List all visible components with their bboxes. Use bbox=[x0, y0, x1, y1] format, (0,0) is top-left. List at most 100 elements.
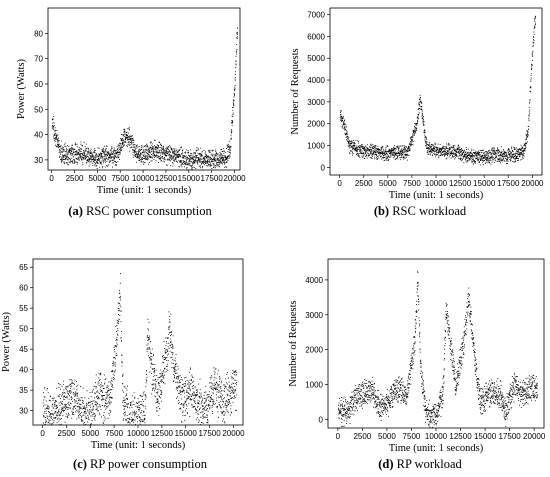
scatter-point bbox=[212, 158, 214, 160]
scatter-point bbox=[464, 159, 466, 161]
scatter-point bbox=[95, 162, 97, 164]
scatter-point bbox=[430, 144, 432, 146]
scatter-point bbox=[223, 160, 225, 162]
scatter-point bbox=[120, 140, 122, 141]
scatter-point bbox=[479, 161, 480, 163]
scatter-point bbox=[507, 152, 509, 154]
scatter-point bbox=[152, 384, 154, 386]
scatter-point bbox=[156, 154, 157, 156]
scatter-point bbox=[144, 415, 146, 417]
scatter-point bbox=[461, 149, 463, 151]
scatter-point bbox=[383, 153, 385, 154]
scatter-point bbox=[345, 139, 347, 141]
scatter-point bbox=[467, 160, 469, 162]
scatter-point bbox=[425, 141, 427, 143]
scatter-point bbox=[167, 328, 169, 330]
scatter-point bbox=[190, 157, 192, 159]
scatter-point bbox=[527, 131, 529, 133]
scatter-point bbox=[482, 162, 484, 164]
scatter-point bbox=[63, 156, 65, 158]
scatter-point bbox=[121, 144, 123, 145]
scatter-point bbox=[440, 147, 442, 149]
scatter-point bbox=[174, 376, 175, 378]
scatter-point bbox=[417, 116, 419, 118]
scatter-point bbox=[132, 412, 134, 414]
scatter-point bbox=[54, 402, 55, 404]
scatter-point bbox=[80, 386, 81, 387]
scatter-point bbox=[66, 156, 68, 158]
scatter-point bbox=[129, 138, 131, 140]
scatter-point bbox=[186, 380, 188, 382]
scatter-point bbox=[63, 392, 65, 393]
scatter-point bbox=[75, 392, 77, 394]
scatter-point bbox=[359, 156, 361, 158]
scatter-point bbox=[152, 389, 153, 391]
scatter-point bbox=[177, 386, 179, 388]
scatter-point bbox=[171, 351, 173, 353]
scatter-point bbox=[82, 153, 83, 155]
scatter-point bbox=[376, 153, 378, 155]
scatter-point bbox=[228, 140, 230, 142]
scatter-point bbox=[129, 417, 130, 419]
scatter-point bbox=[455, 153, 456, 155]
scatter-point bbox=[168, 154, 170, 156]
scatter-point bbox=[92, 158, 94, 160]
scatter-point bbox=[532, 45, 534, 47]
scatter-point bbox=[152, 387, 154, 389]
scatter-point bbox=[216, 165, 218, 167]
scatter-point bbox=[465, 154, 466, 156]
scatter-point bbox=[380, 155, 382, 157]
scatter-point bbox=[156, 152, 157, 154]
scatter-point bbox=[408, 146, 410, 148]
scatter-point bbox=[63, 410, 64, 412]
scatter-point bbox=[149, 357, 151, 359]
scatter-point bbox=[487, 159, 489, 161]
scatter-point bbox=[67, 145, 69, 147]
scatter-point bbox=[107, 153, 109, 155]
scatter-point bbox=[59, 146, 61, 148]
scatter-point bbox=[454, 153, 456, 155]
scatter-point bbox=[51, 423, 52, 425]
scatter-point bbox=[115, 164, 117, 165]
scatter-point bbox=[171, 356, 173, 358]
scatter-point bbox=[94, 392, 95, 394]
scatter-point bbox=[162, 377, 164, 378]
scatter-point bbox=[113, 357, 115, 359]
scatter-point bbox=[148, 149, 150, 151]
scatter-point bbox=[94, 164, 96, 166]
scatter-point bbox=[530, 75, 532, 76]
scatter-point bbox=[488, 160, 490, 162]
scatter-point bbox=[349, 152, 350, 154]
scatter-point bbox=[140, 395, 142, 397]
scatter-point bbox=[401, 151, 403, 153]
scatter-point bbox=[391, 151, 393, 153]
scatter-point bbox=[73, 160, 75, 162]
scatter-point bbox=[344, 120, 345, 122]
scatter-point bbox=[354, 149, 355, 151]
scatter-point bbox=[353, 146, 355, 148]
scatter-point bbox=[419, 98, 421, 100]
x-tick-label: 0 bbox=[337, 179, 342, 188]
scatter-point bbox=[141, 157, 143, 159]
scatter-point bbox=[173, 150, 175, 151]
scatter-point bbox=[395, 154, 397, 156]
scatter-point bbox=[170, 158, 172, 159]
scatter-point bbox=[474, 161, 475, 163]
scatter-point bbox=[406, 154, 408, 156]
scatter-point bbox=[157, 402, 159, 403]
scatter-point bbox=[49, 395, 51, 397]
scatter-point bbox=[127, 422, 129, 424]
scatter-point bbox=[90, 396, 92, 397]
scatter-point bbox=[401, 153, 403, 154]
scatter-point bbox=[171, 155, 173, 157]
scatter-point bbox=[185, 400, 187, 402]
scatter-point bbox=[359, 152, 361, 154]
scatter-point bbox=[78, 415, 79, 416]
scatter-point bbox=[94, 401, 96, 403]
scatter-point bbox=[462, 158, 464, 160]
scatter-point bbox=[67, 417, 68, 418]
scatter-point bbox=[161, 381, 163, 382]
scatter-point bbox=[187, 164, 189, 165]
scatter-point bbox=[447, 153, 449, 155]
scatter-point bbox=[98, 377, 100, 379]
